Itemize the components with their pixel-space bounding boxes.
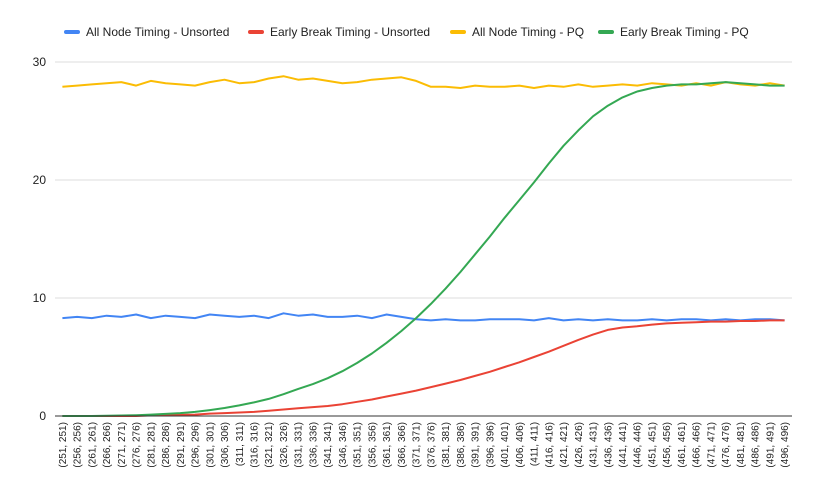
x-tick-label: (331, 331) [294,422,305,468]
x-tick-label: (306, 306) [220,422,231,468]
x-tick-label: (376, 376) [426,422,437,468]
x-tick-label: (391, 391) [471,422,482,468]
x-tick-label: (496, 496) [780,422,791,468]
x-tick-label: (346, 346) [338,422,349,468]
y-tick-label-20: 20 [33,173,47,187]
legend-label-all-node-timing-unsorted: All Node Timing - Unsorted [86,25,229,39]
x-tick-label: (271, 271) [117,422,128,468]
x-tick-label: (456, 456) [662,422,673,468]
x-tick-label: (461, 461) [677,422,688,468]
x-tick-label: (326, 326) [279,422,290,468]
x-tick-label: (386, 386) [456,422,467,468]
series-line-early-break-timing-pq [62,81,785,417]
x-tick-label: (486, 486) [751,422,762,468]
x-tick-label: (361, 361) [382,422,393,468]
x-tick-label: (441, 441) [618,422,629,468]
x-tick-label: (311, 311) [235,422,246,466]
x-tick-label: (341, 341) [323,422,334,468]
legend-label-early-break-timing-unsorted: Early Break Timing - Unsorted [270,25,430,39]
x-tick-label: (301, 301) [205,422,216,468]
x-tick-label: (471, 471) [706,422,717,468]
x-tick-label: (356, 356) [367,422,378,468]
x-tick-label: (256, 256) [73,422,84,468]
series-line-early-break-timing-unsorted [62,319,785,417]
x-tick-label: (446, 446) [633,422,644,468]
legend: All Node Timing - Unsorted Early Break Ti… [64,25,749,39]
x-tick-label: (436, 436) [603,422,614,468]
x-tick-label: (411, 411) [530,422,541,466]
x-tick-label: (401, 401) [500,422,511,468]
x-tick-label: (406, 406) [515,422,526,468]
x-tick-label: (266, 266) [102,422,113,468]
x-tick-label: (281, 281) [146,422,157,468]
x-tick-label: (381, 381) [441,422,452,468]
series-line-all-node-timing-unsorted [62,312,785,322]
x-tick-label: (321, 321) [264,422,275,468]
y-tick-label-10: 10 [33,291,47,305]
x-tick-label: (421, 421) [559,422,570,468]
x-tick-label: (366, 366) [397,422,408,468]
x-tick-label: (481, 481) [736,422,747,468]
x-tick-label: (451, 451) [648,422,659,468]
gridlines [55,61,792,299]
x-tick-label: (296, 296) [191,422,202,468]
x-tick-label: (426, 426) [574,422,585,468]
legend-label-early-break-timing-pq: Early Break Timing - PQ [620,25,749,39]
x-tick-label: (396, 396) [485,422,496,468]
legend-label-all-node-timing-pq: All Node Timing - PQ [472,25,584,39]
x-tick-label: (316, 316) [250,422,261,468]
x-tick-label: (261, 261) [87,422,98,468]
x-tick-label: (431, 431) [589,422,600,468]
x-tick-label: (371, 371) [412,422,423,468]
y-tick-label-0: 0 [39,409,46,423]
series-lines [62,75,785,417]
y-axis-ticks: 0 10 20 30 [33,55,47,423]
x-tick-label: (351, 351) [353,422,364,468]
x-tick-label: (491, 491) [765,422,776,468]
x-tick-label: (276, 276) [132,422,143,468]
series-line-all-node-timing-pq [62,75,785,89]
x-tick-label: (251, 251) [58,422,69,468]
x-axis-ticks: (251, 251) (256, 256) (261, 261) (266, 266)… [58,422,791,468]
x-tick-label: (416, 416) [544,422,555,468]
x-tick-label: (291, 291) [176,422,187,468]
x-tick-label: (286, 286) [161,422,172,468]
y-tick-label-30: 30 [33,55,47,69]
x-tick-label: (466, 466) [692,422,703,468]
x-tick-label: (336, 336) [308,422,319,468]
x-tick-label: (476, 476) [721,422,732,468]
